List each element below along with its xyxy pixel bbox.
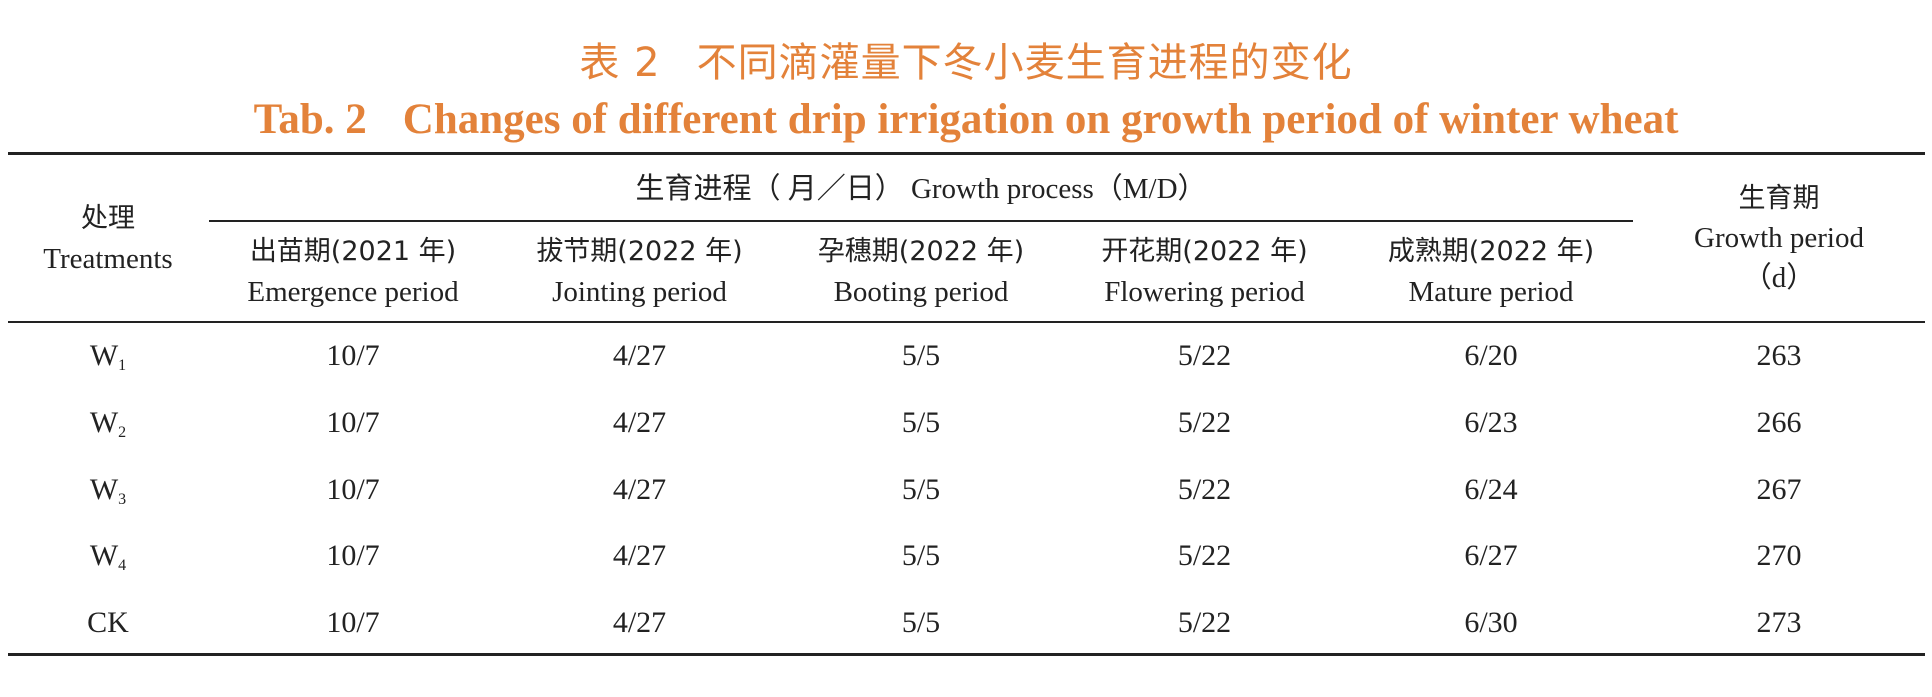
growth-period-cell: 270: [1756, 539, 1802, 572]
mature-date-cell: 6/27: [1464, 539, 1518, 572]
booting-date-cell: 5/5: [901, 539, 941, 572]
treatment-cell: CK: [8, 604, 208, 642]
emergence-date-cell: 10/7: [326, 406, 380, 439]
header-period-unit: （d）: [1742, 262, 1816, 294]
flowering-date-cell: 5/22: [1177, 406, 1232, 439]
treatment-cell: W3: [8, 471, 208, 519]
jointing-date-cell: 4/27: [612, 339, 667, 372]
flowering-date-cell: 5/22: [1177, 339, 1232, 372]
treatment-label: W: [89, 473, 119, 506]
flowering-date-cell: 5/22: [1177, 539, 1232, 572]
growth-period-cell: 266: [1756, 406, 1802, 439]
group-header-rule: [209, 220, 1633, 222]
mature-date-cell: 6/24: [1464, 473, 1518, 506]
treatment-subscript: 2: [118, 424, 127, 441]
header-mature-en: Mature period: [1408, 276, 1574, 308]
mature-date-cell: 6/30: [1464, 606, 1518, 639]
emergence-date-cell: 10/7: [326, 473, 380, 506]
booting-date-cell: 5/5: [901, 473, 941, 506]
header-treatment-en: Treatments: [43, 243, 173, 275]
flowering-date-cell: 5/22: [1177, 606, 1232, 639]
booting-date-cell: 5/5: [901, 606, 941, 639]
jointing-date-cell: 4/27: [612, 606, 667, 639]
growth-period-cell: 267: [1756, 473, 1802, 506]
jointing-date-cell: 4/27: [612, 473, 667, 506]
mature-date-cell: 6/23: [1464, 406, 1518, 439]
jointing-date-cell: 4/27: [612, 406, 667, 439]
treatment-label: CK: [87, 606, 129, 639]
header-flowering-cn: 开花期(2022 年): [1101, 236, 1308, 267]
header-bottom-rule: [8, 321, 1925, 323]
table-caption-cn: 不同滴灌量下冬小麦生育进程的变化: [696, 40, 1353, 86]
treatment-subscript: 1: [118, 357, 127, 374]
flowering-date-cell: 5/22: [1177, 473, 1232, 506]
treatment-cell: W1: [8, 337, 208, 385]
emergence-date-cell: 10/7: [326, 606, 380, 639]
table-bottom-rule: [8, 653, 1925, 656]
header-period-en: Growth period: [1694, 222, 1864, 254]
header-growth-process: 生育进程（ 月／日） Growth process（M/D）: [635, 173, 1207, 205]
table-label-cn: 表 2: [579, 40, 661, 86]
header-mature-cn: 成熟期(2022 年): [1387, 236, 1595, 267]
booting-date-cell: 5/5: [901, 339, 941, 372]
treatment-cell: W2: [8, 404, 208, 452]
growth-period-cell: 273: [1756, 606, 1802, 639]
header-emergence-en: Emergence period: [247, 276, 459, 308]
mature-date-cell: 6/20: [1464, 339, 1518, 372]
table-title-english: Tab. 2 Changes of different drip irrigati…: [0, 95, 1932, 144]
treatment-subscript: 4: [118, 557, 127, 574]
emergence-date-cell: 10/7: [326, 539, 380, 572]
table-title-chinese: 表 2 不同滴灌量下冬小麦生育进程的变化: [0, 30, 1932, 88]
emergence-date-cell: 10/7: [326, 339, 380, 372]
header-flowering-en: Flowering period: [1104, 276, 1305, 308]
table-label-en: Tab. 2: [253, 96, 367, 143]
header-jointing-en: Jointing period: [552, 276, 727, 308]
header-emergence-cn: 出苗期(2021 年): [249, 236, 457, 267]
header-treatment-cn: 处理: [81, 203, 135, 234]
header-period-cn: 生育期: [1738, 183, 1820, 214]
treatment-label: W: [89, 406, 119, 439]
treatment-cell: W4: [8, 537, 208, 585]
treatment-label: W: [89, 339, 119, 372]
booting-date-cell: 5/5: [901, 406, 941, 439]
jointing-date-cell: 4/27: [612, 539, 667, 572]
treatment-label: W: [89, 539, 119, 572]
treatment-subscript: 3: [118, 491, 127, 508]
table-caption-en: Changes of different drip irrigation on …: [402, 96, 1679, 143]
growth-period-cell: 263: [1756, 339, 1802, 372]
header-booting-en: Booting period: [833, 276, 1009, 308]
table-top-rule: [8, 152, 1925, 155]
header-booting-cn: 孕穗期(2022 年): [817, 236, 1025, 267]
header-jointing-cn: 拔节期(2022 年): [536, 236, 743, 267]
